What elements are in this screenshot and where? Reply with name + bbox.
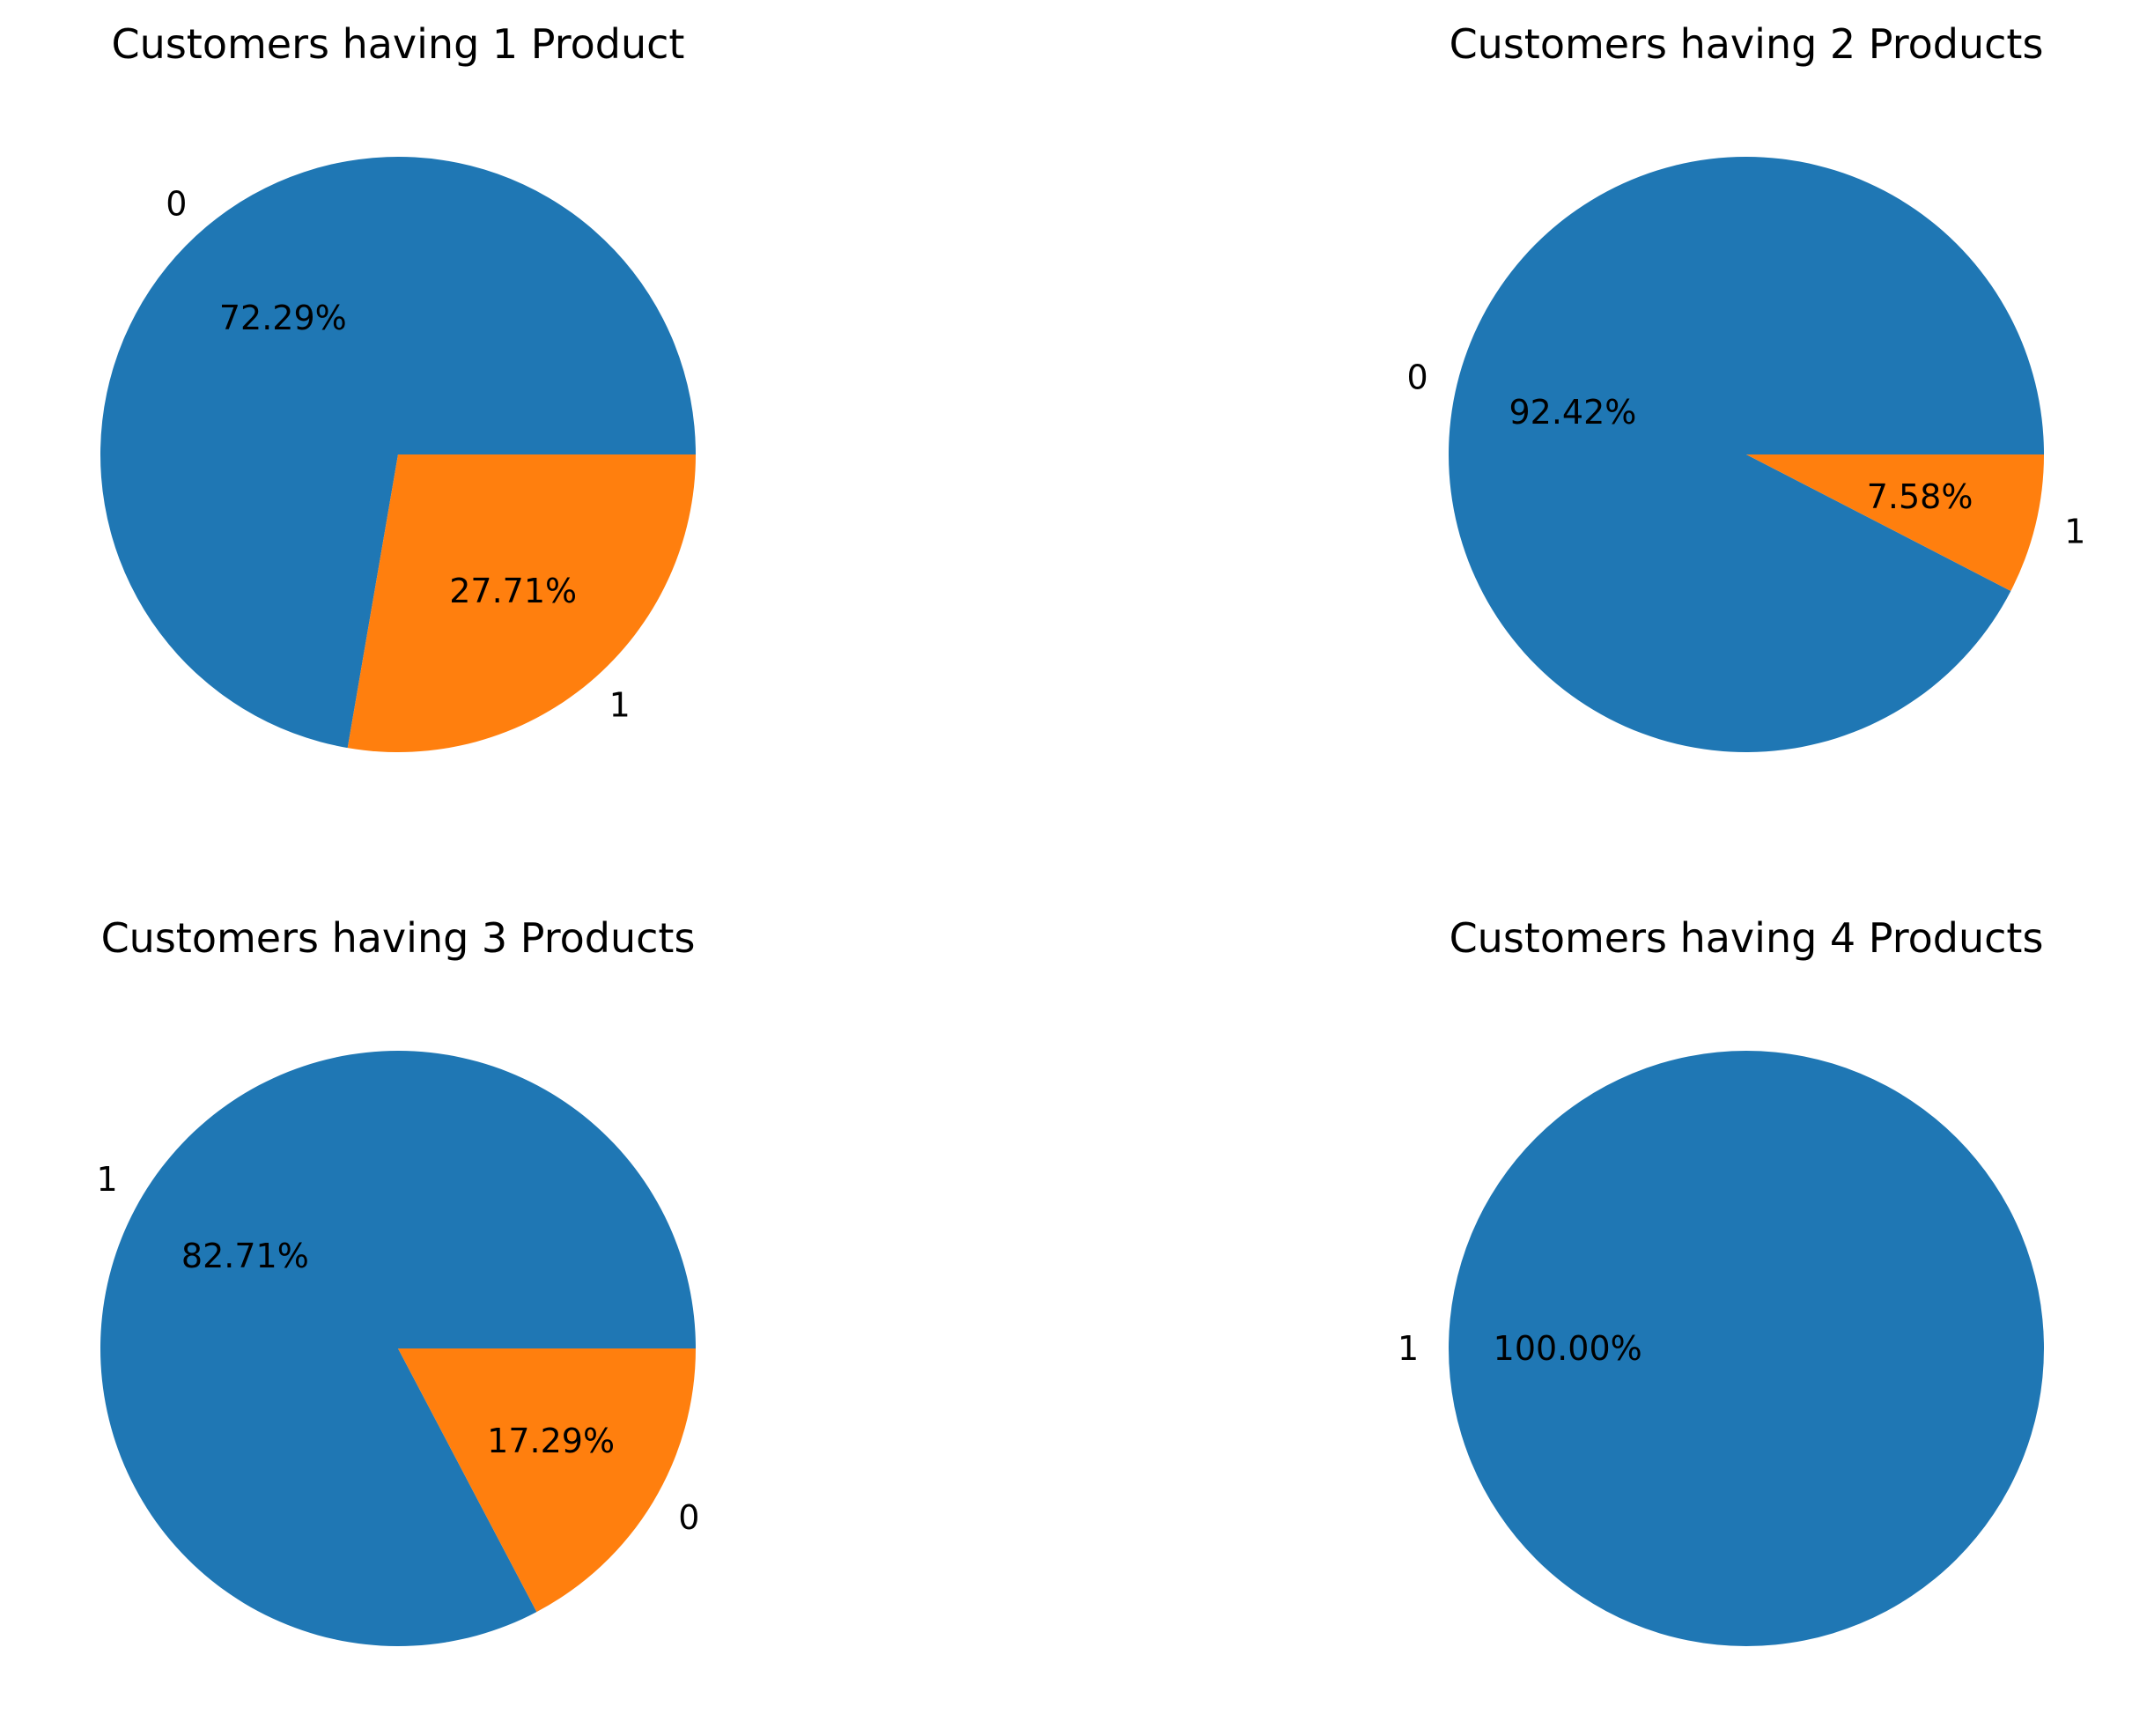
- pie-4-slice-1-percent: 100.00%: [1494, 1329, 1642, 1368]
- pie-2-slice-2-label: 1: [2064, 513, 2085, 551]
- pie-2: 0 92.42% 1 7.58%: [1407, 156, 2085, 752]
- chart-title-4: Customers having 4 Products: [1450, 914, 2044, 962]
- chart-title-2: Customers having 2 Products: [1450, 20, 2044, 68]
- chart-panel-1: Customers having 1 Product 0 72.29% 1 27.71…: [100, 20, 696, 752]
- chart-panel-4: Customers having 4 Products 1 100.00%: [1398, 914, 2044, 1646]
- pie-3-slice-2: [398, 1348, 696, 1613]
- pie-3-slice-1-label: 1: [97, 1160, 118, 1199]
- pie-2-slice-1: [1449, 156, 2044, 752]
- pie-2-slice-1-percent: 92.42%: [1509, 393, 1636, 432]
- pie-1-slice-1: [100, 157, 696, 749]
- pie-2-slice-2: [1746, 454, 2044, 591]
- pie-1-slice-1-percent: 72.29%: [219, 299, 347, 337]
- pie-4-slice-1-label: 1: [1398, 1329, 1419, 1368]
- pie-1-slice-1-label: 0: [166, 185, 187, 224]
- pie-3-slice-1: [100, 1051, 696, 1647]
- chart-title-1: Customers having 1 Product: [112, 20, 685, 68]
- pie-3-slice-2-label: 0: [678, 1498, 699, 1537]
- pie-1-slice-2-percent: 27.71%: [449, 572, 577, 610]
- pie-3: 1 82.71% 0 17.29%: [97, 1051, 699, 1647]
- pie-2-slice-2-percent: 7.58%: [1867, 477, 1973, 516]
- pie-1: 0 72.29% 1 27.71%: [100, 157, 696, 752]
- chart-panel-2: Customers having 2 Products 0 92.42% 1 7.58…: [1407, 20, 2085, 752]
- pie-1-slice-2-label: 1: [609, 685, 631, 724]
- chart-panel-3: Customers having 3 Products 1 82.71% 0 17.2…: [97, 914, 699, 1647]
- pie-2-slice-1-label: 0: [1407, 358, 1428, 396]
- pie-4-slice-1: [1449, 1051, 2044, 1646]
- pie-3-slice-2-percent: 17.29%: [487, 1422, 615, 1460]
- chart-title-3: Customers having 3 Products: [101, 914, 696, 962]
- pie-1-slice-2: [347, 454, 696, 752]
- pie-3-slice-1-percent: 82.71%: [181, 1237, 309, 1275]
- pie-4: 1 100.00%: [1398, 1051, 2044, 1646]
